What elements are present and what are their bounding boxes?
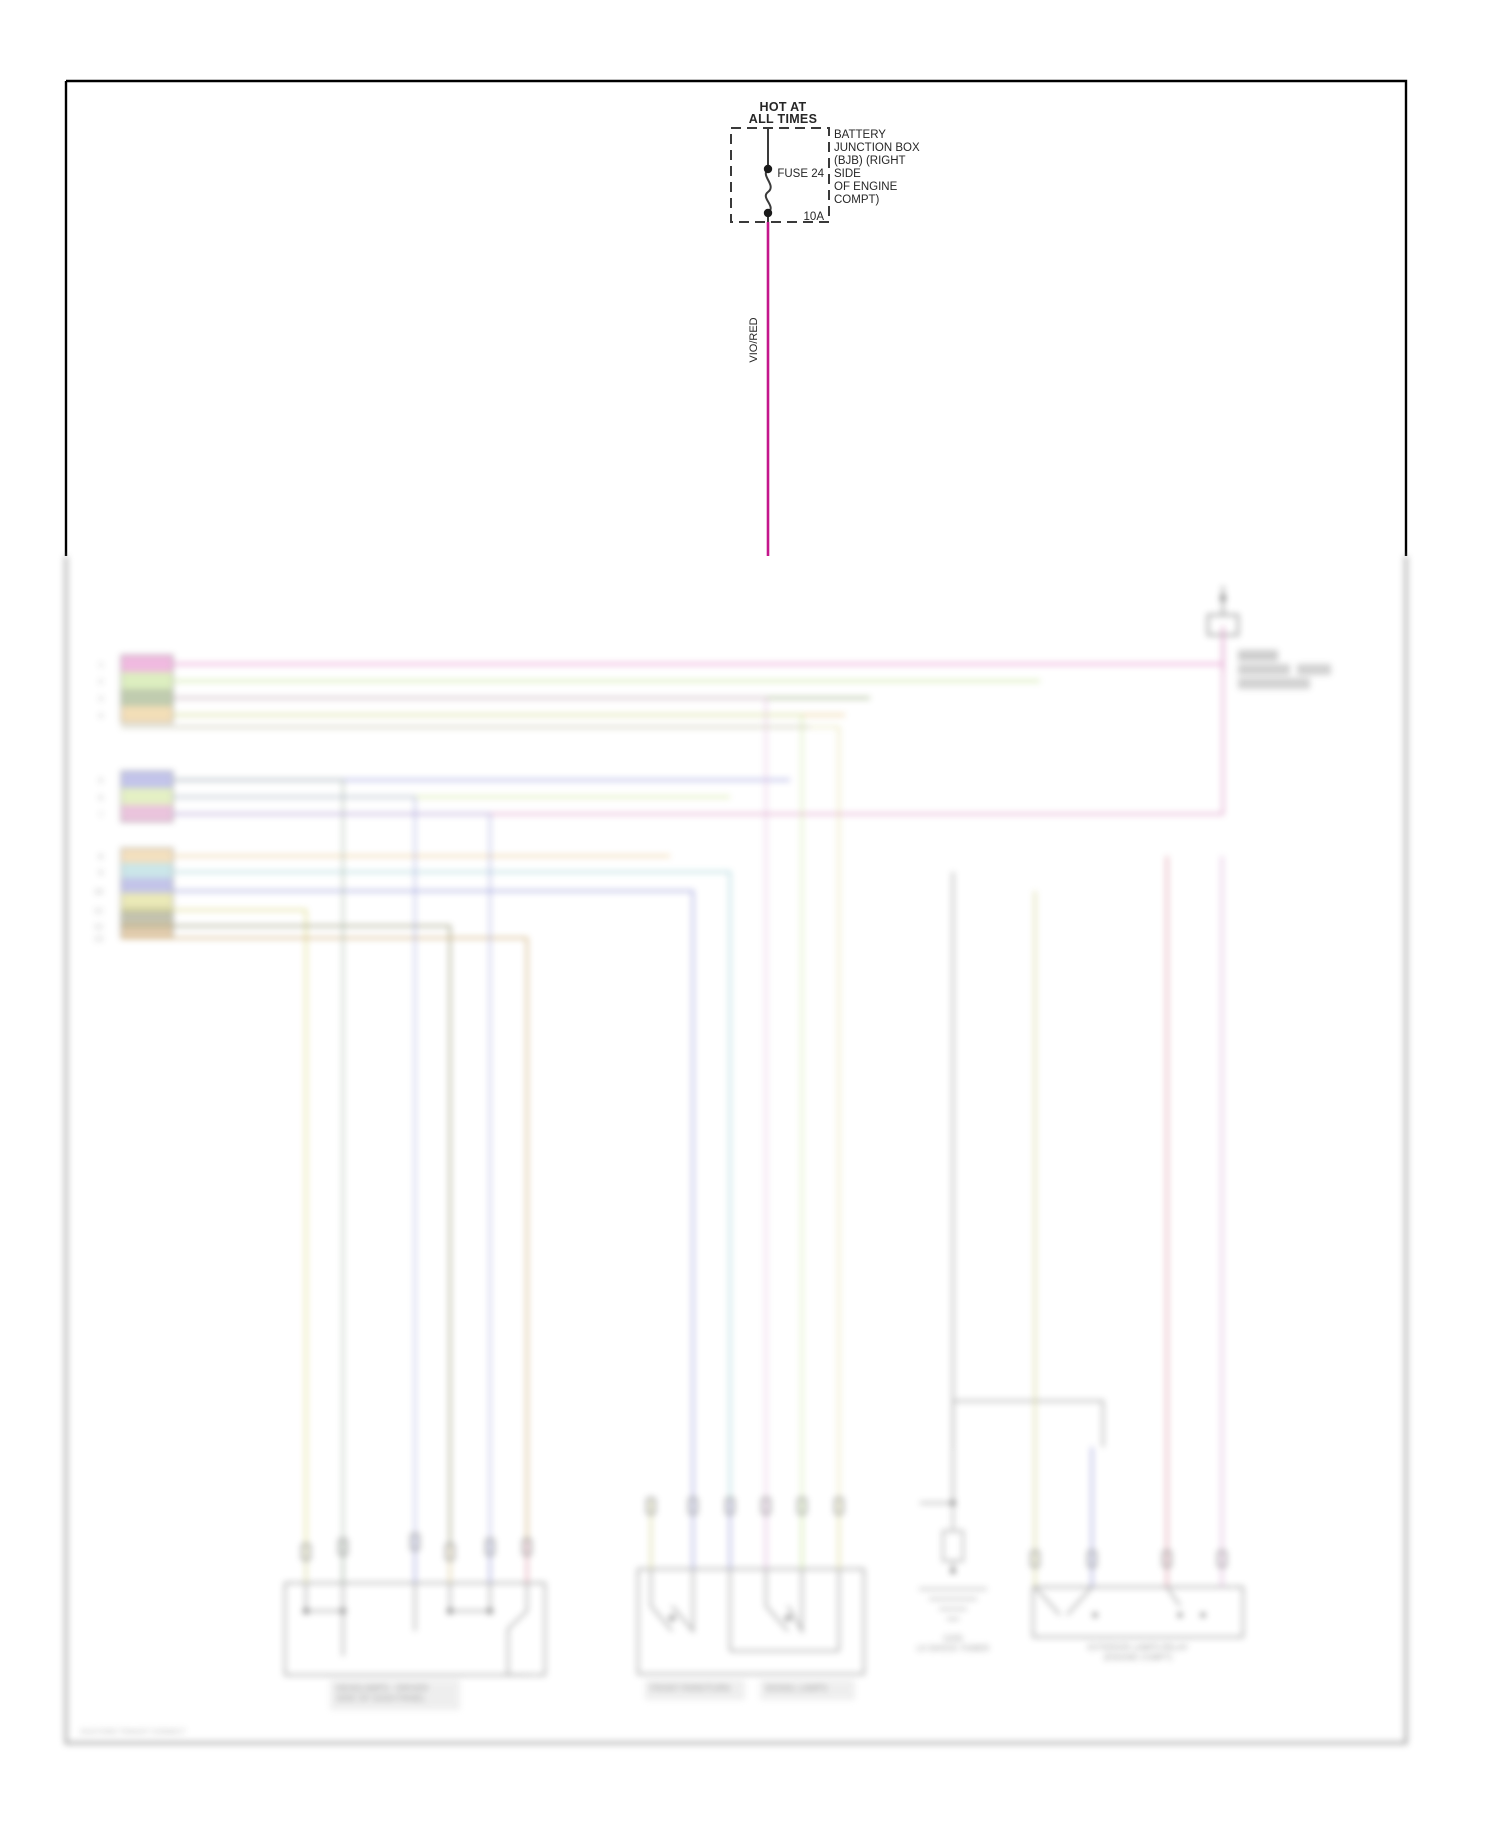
svg-text:FRONT PARK/TURN: FRONT PARK/TURN (650, 1683, 730, 1693)
svg-text:6: 6 (98, 795, 103, 803)
svg-text:5: 5 (98, 778, 103, 786)
svg-text:SIDE: SIDE (834, 168, 861, 180)
svg-text:LH SHOCK TOWER: LH SHOCK TOWER (917, 1644, 990, 1653)
svg-text:2: 2 (98, 679, 103, 687)
svg-text:13: 13 (94, 936, 104, 944)
svg-text:VIO/RED: VIO/RED (748, 317, 760, 362)
svg-text:4: 4 (98, 713, 103, 721)
svg-text:11: 11 (94, 908, 104, 916)
svg-text:1: 1 (98, 662, 103, 670)
svg-text:7: 7 (98, 812, 103, 820)
svg-text:JUNCTION BOX: JUNCTION BOX (834, 142, 920, 154)
svg-text:10A: 10A (804, 211, 825, 223)
svg-text:(BJB) (RIGHT: (BJB) (RIGHT (834, 155, 906, 167)
svg-text:FUSE 24: FUSE 24 (777, 168, 824, 180)
svg-text:(ENGINE COMPT): (ENGINE COMPT) (1104, 1653, 1173, 1662)
svg-text:12: 12 (94, 924, 103, 932)
svg-text:3: 3 (98, 696, 103, 704)
svg-text:2018 FORD TRANSIT CONNECT: 2018 FORD TRANSIT CONNECT (80, 1729, 186, 1736)
svg-text:ALL TIMES: ALL TIMES (749, 112, 817, 126)
svg-text:10: 10 (94, 889, 104, 897)
svg-text:SIDE OF DASH PANEL: SIDE OF DASH PANEL (336, 1693, 426, 1703)
svg-text:HEADLAMPS - DRIVER: HEADLAMPS - DRIVER (336, 1683, 428, 1693)
svg-text:COMPT): COMPT) (834, 194, 880, 206)
svg-text:BATTERY: BATTERY (834, 129, 886, 141)
svg-text:G205: G205 (943, 1634, 963, 1643)
svg-text:9: 9 (98, 870, 103, 878)
svg-text:SIGNAL LAMPS: SIGNAL LAMPS (765, 1683, 827, 1693)
svg-text:8: 8 (98, 854, 103, 862)
svg-text:OF ENGINE: OF ENGINE (834, 181, 898, 193)
svg-text:EXTERIOR LAMPS RELAY: EXTERIOR LAMPS RELAY (1088, 1643, 1189, 1652)
